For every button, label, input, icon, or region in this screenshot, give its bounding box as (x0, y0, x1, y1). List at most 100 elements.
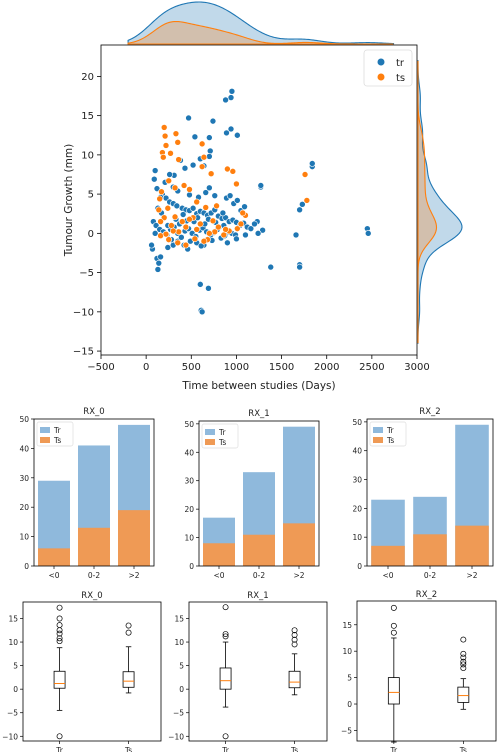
bar-panel-title: RX_0 (83, 407, 104, 417)
scatter-point-ts (209, 217, 217, 225)
scatter-point-ts (234, 225, 241, 232)
y-tick-label: 0 (179, 685, 184, 694)
outlier-point (460, 654, 467, 661)
x-tick-label: Ts (124, 746, 132, 752)
scatter-point-ts (162, 230, 170, 238)
top-kde-ts (127, 20, 394, 45)
scatter-point-tr (224, 239, 231, 247)
scatter-point-tr (222, 96, 229, 104)
bar-Ts-<0 (203, 543, 235, 566)
scatter-point-ts (174, 239, 182, 247)
scatter-point-ts (180, 182, 188, 189)
x-tick-label: 0-2 (88, 571, 100, 580)
scatter-point-tr (219, 209, 227, 217)
scatter-point-ts (198, 163, 206, 170)
y-tick-label: 10 (342, 647, 352, 656)
x-tick-label: Ts (459, 746, 467, 752)
bar-Ts-<0 (38, 548, 70, 566)
scatter-point-ts (165, 177, 173, 185)
bar-Ts-0-2 (413, 534, 447, 566)
y-tick-label: −15 (73, 347, 94, 358)
y-tick-label: 20 (81, 72, 94, 83)
y-tick-label: 10 (174, 638, 184, 647)
scatter-point-ts (239, 209, 247, 217)
scatter-point-tr (153, 185, 161, 192)
scatter-point-tr (206, 147, 214, 155)
scatter-point-ts (160, 124, 168, 131)
scatter-point-ts (174, 139, 182, 146)
scatter-point-tr (292, 231, 300, 239)
scatter-point-ts (186, 186, 193, 193)
y-tick-label: 20 (184, 505, 194, 514)
box-panel-frame (188, 601, 328, 742)
y-tick-label: 40 (19, 444, 29, 453)
legend-label-Ts: Ts (53, 436, 61, 445)
scatter-point-tr (364, 230, 372, 237)
scatter-point-ts (215, 223, 222, 231)
y-tick-label: 5 (13, 662, 18, 671)
box-iqr (387, 677, 400, 705)
box-Tr (219, 604, 232, 740)
x-tick-label: 500 (182, 362, 201, 373)
legend-swatch-Tr (205, 429, 215, 435)
scatter-point-ts (197, 220, 204, 228)
outlier-point (390, 622, 397, 629)
x-tick-label: <0 (213, 571, 224, 580)
scatter-point-ts (220, 231, 228, 239)
bar-Ts-0-2 (78, 527, 110, 566)
right-kde-ts (417, 60, 438, 344)
x-tick-label: Tr (55, 746, 63, 752)
scatter-point-tr (179, 211, 187, 218)
scatter-point-tr (259, 226, 266, 234)
x-tick-label: 0-2 (424, 571, 436, 580)
scatter-point-ts (171, 213, 179, 221)
outlier-point (291, 627, 298, 634)
y-tick-label: 0 (24, 562, 29, 571)
x-tick-label: <0 (382, 571, 393, 580)
box-panel-title: RX_2 (416, 590, 437, 600)
scatter-point-ts (202, 204, 210, 211)
scatter-point-tr (251, 220, 258, 228)
y-tick-label: 20 (19, 503, 29, 512)
scatter-point-tr (296, 206, 303, 214)
outlier-point (56, 630, 63, 637)
outlier-point (56, 615, 63, 622)
outlier-point (56, 622, 63, 629)
scatter-point-ts (198, 140, 206, 148)
scatter-point-ts (200, 237, 208, 245)
box-panel-RX_1: RX_1 −10 −5 0 5 10 15 Tr Ts (168, 591, 328, 752)
scatter-point-ts (301, 171, 309, 178)
scatter-point-tr (148, 241, 155, 249)
scatter-point-ts (193, 226, 201, 233)
y-axis-label: Tumour Growth (mm) (63, 144, 75, 257)
scatter-point-tr (254, 230, 262, 237)
y-tick-label: −5 (173, 709, 184, 718)
outlier-point (291, 641, 298, 648)
scatter-point-tr (173, 202, 181, 210)
outlier-point (56, 635, 63, 642)
x-tick-label: 2000 (314, 362, 339, 373)
legend-swatch-Tr (373, 427, 383, 433)
scatter-point-tr (308, 160, 316, 167)
outlier-point (222, 633, 229, 640)
box-iqr (122, 671, 135, 688)
scatter-point-tr (241, 203, 248, 210)
scatter-point-tr (164, 244, 172, 251)
scatter-point-tr (209, 117, 217, 125)
box-panel-RX_0: RX_0 −10 −5 0 5 10 15 Tr Ts (2, 591, 162, 752)
scatter-point-tr (154, 266, 162, 273)
scatter-legend: tr ts (363, 49, 413, 87)
x-tick-label: 2500 (359, 362, 384, 373)
legend-label-ts: ts (396, 73, 405, 84)
scatter-point-ts (168, 222, 175, 229)
scatter-point-ts (237, 220, 245, 228)
outlier-point (56, 638, 63, 645)
x-tick-label: −500 (87, 362, 114, 373)
scatter-point-ts (172, 130, 180, 137)
scatter-point-ts (165, 236, 173, 243)
x-tick-label: Ts (290, 746, 298, 752)
